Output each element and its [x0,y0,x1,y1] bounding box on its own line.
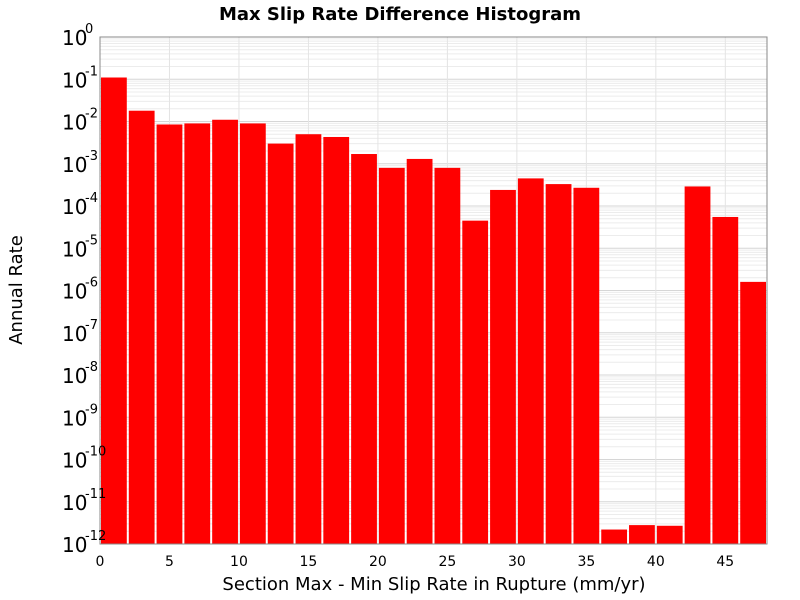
y-tick-label: 10 [62,237,87,261]
bars [101,77,766,545]
y-tick-exponent: -5 [85,233,98,248]
bar [601,529,628,544]
bar [101,77,127,544]
x-tick-label: 25 [438,554,456,570]
bar [156,124,183,544]
chart-title: Max Slip Rate Difference Histogram [219,4,581,25]
y-tick-exponent: -7 [85,318,98,333]
bar [629,525,655,544]
bar [684,186,711,544]
y-tick-label: 10 [62,26,87,50]
x-tick-label: 40 [647,554,665,570]
x-tick-label: 45 [716,554,734,570]
bar [740,281,766,544]
y-tick-label: 10 [62,153,87,177]
bar [295,134,322,545]
bar [184,123,211,544]
bar [517,178,544,544]
y-axis-ticks: 10010-110-210-310-410-510-610-710-810-91… [62,22,106,557]
y-tick-exponent: -12 [85,529,106,544]
y-axis-label: Annual Rate [6,235,27,345]
bar [406,158,433,544]
y-tick-label: 10 [62,111,87,135]
x-tick-label: 10 [230,554,248,570]
y-tick-exponent: -9 [85,402,98,417]
bar [545,184,572,545]
bar [656,525,683,544]
bar [378,167,405,544]
bar [128,110,155,545]
x-tick-label: 5 [165,554,174,570]
y-tick-label: 10 [62,364,87,388]
y-tick-label: 10 [62,68,87,92]
bar [573,187,600,544]
y-tick-label: 10 [62,449,87,473]
y-tick-exponent: -3 [85,149,98,164]
x-axis-ticks: 0 5 10 15 20 25 30 35 40 45 [96,554,735,570]
bar [267,143,294,545]
bar [212,119,238,544]
y-tick-label: 10 [62,195,87,219]
y-tick-label: 10 [62,406,87,430]
y-tick-exponent: -10 [85,445,106,460]
bar [434,167,461,544]
y-tick-exponent: -6 [85,276,98,291]
x-tick-label: 30 [508,554,526,570]
y-tick-exponent: -1 [85,64,98,79]
y-tick-exponent: -11 [85,487,106,502]
y-tick-exponent: -4 [85,191,98,206]
plot-border [99,36,768,545]
x-axis-label: Section Max - Min Slip Rate in Rupture (… [222,574,645,595]
y-tick-label: 10 [62,280,87,304]
bar [239,123,266,544]
bar [351,154,377,544]
bar [323,136,350,544]
y-tick-exponent: 0 [85,22,93,37]
bar [712,216,739,545]
y-tick-label: 10 [62,491,87,515]
x-tick-label: 35 [577,554,595,570]
y-tick-exponent: -2 [85,107,98,122]
x-tick-label: 20 [369,554,387,570]
bar [490,189,516,544]
x-tick-label: 15 [300,554,318,570]
bar [462,220,489,544]
y-tick-label: 10 [62,322,87,346]
y-tick-label: 10 [62,533,87,557]
y-tick-exponent: -8 [85,360,98,375]
x-tick-label: 0 [96,554,105,570]
